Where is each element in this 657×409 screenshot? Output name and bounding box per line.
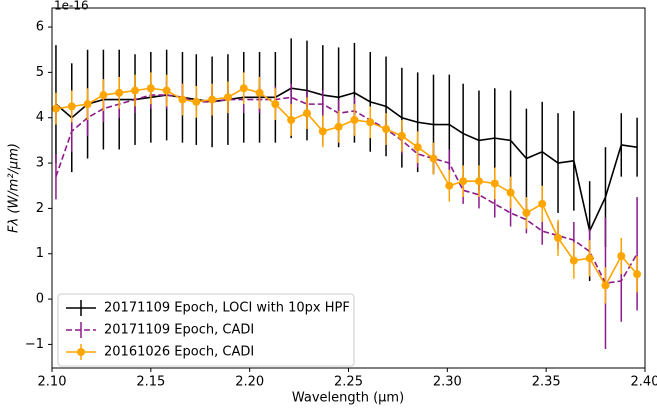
x-axis-label: Wavelength (μm) — [292, 391, 404, 406]
point — [366, 118, 375, 127]
y-tick-label: 1 — [36, 246, 44, 261]
x-tick-label: 2.20 — [235, 375, 264, 390]
y-tick-label: −1 — [25, 337, 44, 352]
point — [318, 127, 327, 136]
point — [99, 91, 108, 100]
axis-offset: 1e-16 — [54, 0, 89, 13]
legend-label: 20161026 Epoch, CADI — [104, 345, 254, 360]
x-tick-label: 2.10 — [38, 375, 67, 390]
point — [490, 179, 499, 188]
point — [51, 104, 60, 113]
point — [522, 208, 531, 217]
x-tick-label: 2.30 — [433, 375, 462, 390]
y-tick-label: 2 — [36, 201, 44, 216]
y-tick-label: 6 — [36, 20, 44, 35]
point — [382, 125, 391, 134]
point — [115, 88, 124, 97]
point — [162, 86, 171, 95]
point — [413, 143, 422, 152]
point — [192, 97, 201, 106]
x-tick-label: 2.25 — [334, 375, 363, 390]
point — [223, 93, 232, 102]
point — [569, 256, 578, 265]
x-tick-label: 2.40 — [631, 375, 657, 390]
point — [255, 88, 264, 97]
y-tick-label: 4 — [36, 110, 44, 125]
y-axis-label: Fλ (W/m²/μm) — [7, 143, 22, 233]
point — [554, 233, 563, 242]
point — [146, 84, 155, 93]
point — [239, 84, 248, 93]
point — [83, 100, 92, 109]
point — [131, 86, 140, 95]
point — [397, 131, 406, 140]
x-tick-label: 2.15 — [136, 375, 165, 390]
point — [601, 281, 610, 290]
point — [334, 122, 343, 131]
series-line — [55, 87, 638, 234]
point — [633, 270, 642, 279]
y-tick-label: 0 — [36, 292, 44, 307]
point — [538, 199, 547, 208]
y-tick-label: 5 — [36, 65, 44, 80]
legend-swatch — [77, 348, 85, 356]
x-tick-label: 2.35 — [532, 375, 561, 390]
point — [474, 177, 483, 186]
point — [67, 102, 76, 111]
point — [178, 95, 187, 104]
point — [271, 100, 280, 109]
legend-label: 20171109 Epoch, CADI — [104, 323, 254, 338]
point — [506, 188, 515, 197]
point — [208, 95, 217, 104]
y-tick-label: 3 — [36, 156, 44, 171]
series-line — [55, 87, 638, 288]
point — [287, 115, 296, 124]
point — [445, 181, 454, 190]
point — [585, 254, 594, 263]
point — [302, 109, 311, 118]
point — [459, 177, 468, 186]
point — [350, 115, 359, 124]
point — [429, 154, 438, 163]
point — [617, 252, 626, 261]
legend-box — [57, 293, 355, 367]
series-line — [55, 94, 638, 285]
plot-frame — [51, 7, 646, 369]
legend-label: 20171109 Epoch, LOCI with 10px HPF — [104, 301, 350, 316]
